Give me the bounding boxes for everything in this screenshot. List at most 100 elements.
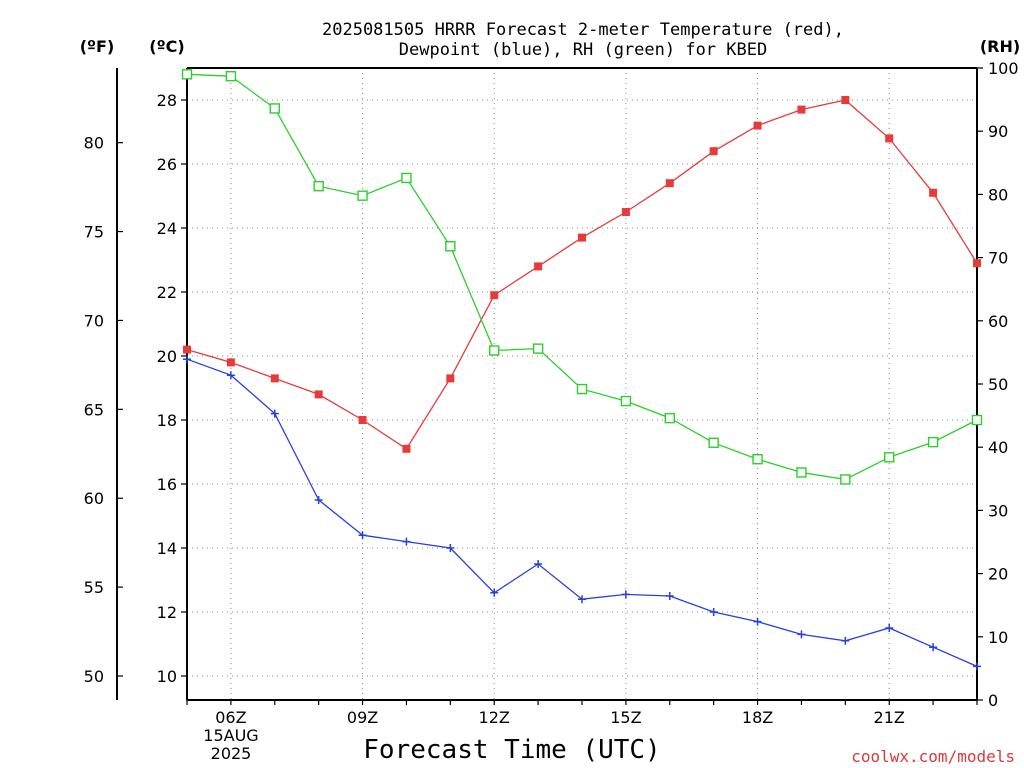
celsius-tick-label: 28	[157, 91, 177, 110]
dewpoint-point	[534, 560, 543, 568]
rh-point	[664, 412, 675, 424]
data-series	[181, 69, 983, 671]
rh-tick-label: 80	[988, 185, 1008, 204]
rh-tick-label: 30	[988, 501, 1008, 520]
source-credit: coolwx.com/models	[851, 747, 1015, 766]
fahrenheit-tick-label: 75	[84, 223, 104, 242]
rh-tick-label: 50	[988, 375, 1008, 394]
rh-point	[445, 241, 456, 252]
rh-point	[576, 383, 588, 395]
rh-tick-label: 70	[988, 249, 1008, 268]
celsius-tick-label: 26	[157, 155, 177, 174]
2-meter-temperature-point	[226, 358, 235, 367]
2-meter-temperature-point	[929, 188, 938, 197]
dewpoint-point	[709, 608, 718, 616]
celsius-unit-label: (ºC)	[149, 37, 184, 56]
rh-tick-label: 0	[988, 691, 998, 710]
chart-title-line-2: Dewpoint (blue), RH (green) for KBED	[399, 40, 767, 60]
2-meter-temperature-series	[183, 96, 981, 453]
x-tick-label: 15Z	[610, 708, 641, 727]
rh-point	[840, 474, 851, 485]
2-meter-temperature-point	[183, 345, 191, 354]
x-tick-label: 12Z	[479, 708, 510, 727]
2-meter-temperature-point	[534, 262, 543, 271]
rh-point	[313, 180, 324, 192]
fahrenheit-tick-label: 70	[84, 311, 104, 330]
rh-point	[269, 103, 280, 114]
dewpoint-point	[578, 595, 586, 604]
fahrenheit-tick-label: 80	[84, 134, 104, 153]
x-tick-label: 21Z	[874, 708, 905, 727]
rh-tick-label: 20	[988, 565, 1008, 584]
grid-lines	[187, 68, 977, 700]
dewpoint-point	[929, 643, 938, 652]
rh-tick-label: 60	[988, 312, 1008, 331]
dewpoint-point	[226, 371, 235, 380]
rh-point	[532, 343, 544, 354]
fahrenheit-tick-label: 60	[84, 489, 104, 508]
rh-point	[752, 454, 763, 465]
x-date-year-label: 2025	[211, 744, 252, 763]
rh-point	[357, 190, 368, 201]
rh-point	[796, 467, 807, 478]
fahrenheit-tick-label: 65	[84, 400, 104, 419]
dewpoint-point	[665, 592, 674, 600]
celsius-tick-label: 16	[157, 475, 177, 494]
2-meter-temperature-point	[973, 259, 981, 268]
2-meter-temperature-point	[753, 121, 762, 130]
2-meter-temperature-point	[446, 374, 455, 383]
rh-point	[401, 172, 412, 184]
dewpoint-point	[402, 537, 411, 546]
x-tick-label: 18Z	[742, 708, 773, 727]
dewpoint-point	[973, 662, 981, 671]
dewpoint-line	[186, 358, 978, 667]
dewpoint-point	[314, 496, 323, 504]
x-date-day-label: 15AUG	[203, 726, 258, 745]
rh-point	[884, 452, 895, 463]
rh-tick-label: 90	[988, 122, 1008, 141]
celsius-tick-label: 22	[157, 283, 177, 302]
rh-point	[927, 436, 939, 448]
2-meter-temperature-point	[709, 147, 718, 156]
rh-tick-label: 10	[988, 628, 1008, 647]
celsius-tick-label: 12	[157, 603, 177, 622]
rh-point	[620, 395, 632, 407]
2-meter-temperature-point	[490, 291, 499, 300]
chart-axes	[116, 67, 983, 705]
2-meter-temperature-point	[402, 444, 411, 453]
2-meter-temperature-point	[358, 416, 367, 424]
dewpoint-point	[183, 355, 191, 364]
celsius-tick-label: 18	[157, 411, 177, 430]
dewpoint-point	[270, 409, 279, 418]
celsius-tick-label: 10	[157, 667, 177, 686]
rh-series	[181, 69, 983, 485]
2-meter-temperature-point	[885, 134, 894, 143]
dewpoint-point	[358, 531, 367, 540]
celsius-tick-label: 20	[157, 347, 177, 366]
rh-point	[181, 69, 193, 80]
2-meter-temperature-point	[841, 96, 850, 104]
2-meter-temperature-point	[665, 179, 674, 188]
2-meter-temperature-line	[186, 99, 978, 450]
rh-point	[225, 71, 237, 82]
rh-point	[708, 437, 719, 448]
tick-labels: 10 12 14 16 18 20 22 24 26 28 50 55 60 65 70 75 80 0 10 20 3…	[84, 59, 1019, 727]
x-tick-label: 06Z	[215, 708, 246, 727]
2-meter-temperature-point	[578, 233, 586, 242]
fahrenheit-unit-label: (ºF)	[80, 37, 115, 56]
dewpoint-point	[446, 544, 455, 552]
dewpoint-point	[490, 588, 499, 597]
dewpoint-point	[621, 590, 630, 599]
x-axis-title: Forecast Time (UTC)	[363, 735, 660, 765]
rh-tick-label: 40	[988, 438, 1008, 457]
dewpoint-point	[753, 617, 762, 626]
rh-tick-label: 100	[988, 59, 1019, 78]
2-meter-temperature-point	[797, 105, 806, 114]
rh-unit-label: (RH)	[980, 37, 1020, 56]
x-tick-label: 09Z	[347, 708, 378, 727]
celsius-tick-label: 24	[157, 219, 177, 238]
2-meter-temperature-point	[270, 374, 279, 383]
dewpoint-point	[841, 636, 850, 645]
celsius-tick-label: 14	[157, 539, 177, 558]
